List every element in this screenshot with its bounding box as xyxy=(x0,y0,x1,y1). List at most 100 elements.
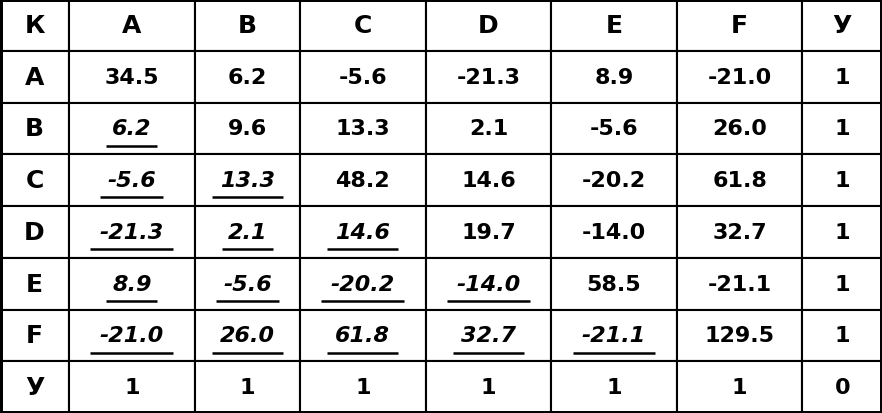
Text: 58.5: 58.5 xyxy=(587,274,641,294)
Text: 9.6: 9.6 xyxy=(228,119,267,139)
Text: 32.7: 32.7 xyxy=(713,222,767,242)
Bar xyxy=(69,103,195,155)
Bar xyxy=(676,52,803,103)
Text: 8.9: 8.9 xyxy=(112,274,152,294)
Text: 13.3: 13.3 xyxy=(220,171,275,191)
Bar xyxy=(195,361,300,413)
Text: 14.6: 14.6 xyxy=(461,171,516,191)
Bar xyxy=(69,206,195,258)
Text: -21.3: -21.3 xyxy=(457,67,520,88)
Bar xyxy=(69,155,195,206)
Text: 2.1: 2.1 xyxy=(469,119,508,139)
Bar xyxy=(676,310,803,361)
Bar xyxy=(426,0,551,52)
Bar xyxy=(676,155,803,206)
Bar xyxy=(426,103,551,155)
Text: 1: 1 xyxy=(606,377,622,397)
Bar xyxy=(0,52,69,103)
Text: 61.8: 61.8 xyxy=(712,171,767,191)
Bar xyxy=(195,103,300,155)
Text: 1: 1 xyxy=(732,377,747,397)
Bar xyxy=(0,155,69,206)
Text: D: D xyxy=(478,14,498,38)
Text: -21.3: -21.3 xyxy=(100,222,164,242)
Bar xyxy=(426,258,551,310)
Bar xyxy=(195,155,300,206)
Text: B: B xyxy=(25,117,44,141)
Text: -5.6: -5.6 xyxy=(223,274,272,294)
Text: -5.6: -5.6 xyxy=(590,119,639,139)
Text: 26.0: 26.0 xyxy=(220,325,275,346)
Text: 1: 1 xyxy=(834,274,850,294)
Text: F: F xyxy=(731,14,748,38)
Bar xyxy=(676,258,803,310)
Text: F: F xyxy=(26,324,43,347)
Bar xyxy=(426,361,551,413)
Text: 8.9: 8.9 xyxy=(594,67,633,88)
Text: E: E xyxy=(26,272,43,296)
Text: 1: 1 xyxy=(834,67,850,88)
Text: E: E xyxy=(606,14,623,38)
Bar xyxy=(0,310,69,361)
Bar xyxy=(803,155,882,206)
Text: -5.6: -5.6 xyxy=(339,67,387,88)
Bar xyxy=(69,52,195,103)
Bar xyxy=(0,103,69,155)
Bar xyxy=(195,52,300,103)
Bar xyxy=(0,206,69,258)
Text: D: D xyxy=(24,221,45,244)
Bar xyxy=(551,103,676,155)
Text: B: B xyxy=(238,14,257,38)
Text: К: К xyxy=(25,14,45,38)
Bar xyxy=(195,206,300,258)
Bar xyxy=(551,155,676,206)
Text: A: A xyxy=(25,66,44,89)
Bar xyxy=(300,103,426,155)
Bar xyxy=(676,0,803,52)
Bar xyxy=(300,52,426,103)
Text: 129.5: 129.5 xyxy=(705,325,774,346)
Text: C: C xyxy=(354,14,372,38)
Text: -14.0: -14.0 xyxy=(456,274,520,294)
Text: 34.5: 34.5 xyxy=(105,67,159,88)
Text: -5.6: -5.6 xyxy=(108,171,156,191)
Text: 13.3: 13.3 xyxy=(335,119,390,139)
Bar xyxy=(803,310,882,361)
Text: 26.0: 26.0 xyxy=(712,119,767,139)
Text: 1: 1 xyxy=(481,377,497,397)
Text: У: У xyxy=(25,375,44,399)
Bar xyxy=(69,310,195,361)
Text: 1: 1 xyxy=(834,171,850,191)
Text: -21.1: -21.1 xyxy=(707,274,772,294)
Text: 61.8: 61.8 xyxy=(335,325,391,346)
Text: -14.0: -14.0 xyxy=(582,222,647,242)
Bar xyxy=(195,0,300,52)
Bar xyxy=(426,155,551,206)
Text: -20.2: -20.2 xyxy=(582,171,647,191)
Text: -21.0: -21.0 xyxy=(707,67,772,88)
Bar xyxy=(0,0,69,52)
Bar xyxy=(803,361,882,413)
Text: 19.7: 19.7 xyxy=(461,222,516,242)
Text: 1: 1 xyxy=(834,325,850,346)
Bar xyxy=(551,310,676,361)
Bar xyxy=(426,310,551,361)
Bar xyxy=(551,0,676,52)
Text: 6.2: 6.2 xyxy=(112,119,152,139)
Bar xyxy=(803,206,882,258)
Bar xyxy=(803,103,882,155)
Bar xyxy=(676,103,803,155)
Bar xyxy=(69,0,195,52)
Bar xyxy=(551,206,676,258)
Text: У: У xyxy=(833,14,852,38)
Bar xyxy=(0,258,69,310)
Text: 1: 1 xyxy=(124,377,139,397)
Text: 1: 1 xyxy=(834,222,850,242)
Text: -20.2: -20.2 xyxy=(331,274,395,294)
Bar xyxy=(803,52,882,103)
Text: C: C xyxy=(26,169,44,192)
Bar xyxy=(300,155,426,206)
Bar xyxy=(551,361,676,413)
Text: 6.2: 6.2 xyxy=(228,67,267,88)
Bar xyxy=(803,258,882,310)
